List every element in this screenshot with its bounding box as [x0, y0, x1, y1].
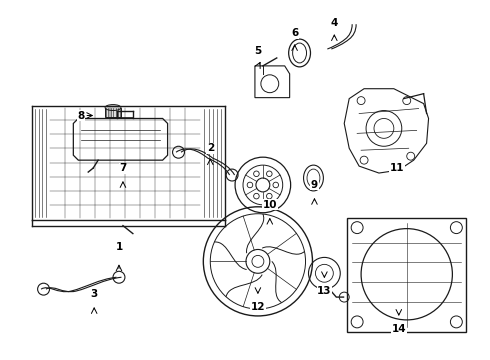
Text: 3: 3	[91, 289, 98, 299]
Circle shape	[267, 171, 272, 176]
Text: 14: 14	[392, 324, 406, 334]
Ellipse shape	[105, 105, 121, 111]
Text: 7: 7	[119, 163, 126, 173]
Circle shape	[273, 182, 278, 188]
Text: 6: 6	[291, 28, 298, 38]
Text: 2: 2	[207, 143, 214, 153]
Text: 13: 13	[317, 286, 332, 296]
Polygon shape	[105, 108, 121, 117]
Text: 5: 5	[254, 46, 262, 56]
Text: 11: 11	[390, 163, 404, 173]
Circle shape	[254, 171, 259, 176]
Text: 9: 9	[311, 180, 318, 190]
Text: 1: 1	[115, 243, 122, 252]
Text: 10: 10	[263, 200, 277, 210]
Text: 8: 8	[77, 111, 85, 121]
Circle shape	[254, 193, 259, 199]
Text: 12: 12	[251, 302, 265, 312]
Circle shape	[247, 182, 253, 188]
Text: 4: 4	[331, 18, 338, 28]
Circle shape	[267, 193, 272, 199]
